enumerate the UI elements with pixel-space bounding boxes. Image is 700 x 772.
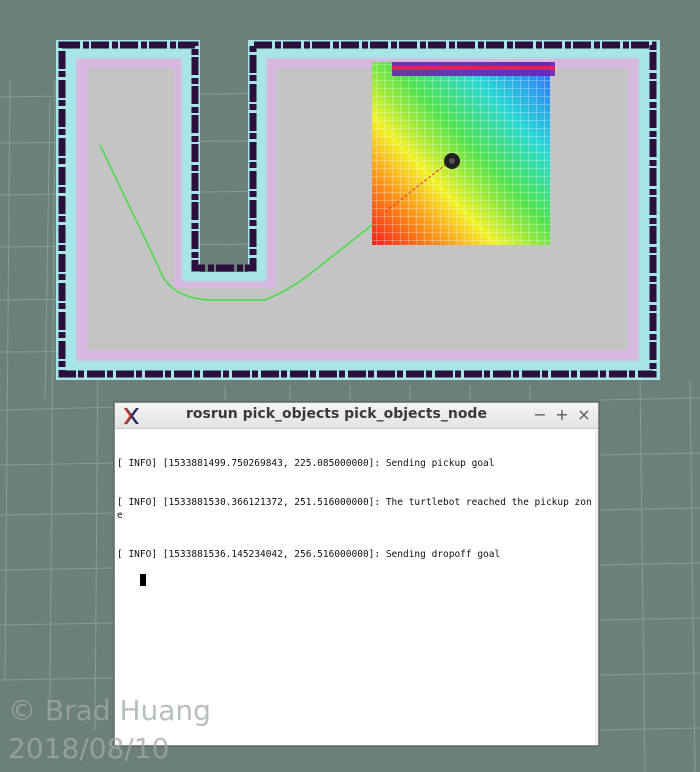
watermark-author: © Brad Huang — [8, 694, 211, 727]
watermark-date: 2018/08/10 — [8, 732, 170, 765]
log-line: [ INFO] [1533881530.366121372, 251.51600… — [117, 497, 592, 521]
maximize-button[interactable]: + — [555, 405, 569, 424]
terminal-window[interactable]: rosrun pick_objects pick_objects_node − … — [114, 402, 599, 746]
robot-icon — [444, 153, 460, 169]
x-terminal-icon[interactable] — [121, 406, 141, 426]
log-line: [ INFO] [1533881499.750269843, 225.08500… — [117, 458, 495, 469]
terminal-scrollbar[interactable] — [595, 429, 598, 745]
local-path — [384, 164, 446, 213]
occupancy-map — [56, 40, 660, 380]
terminal-title: rosrun pick_objects pick_objects_node — [186, 406, 487, 422]
terminal-titlebar[interactable]: rosrun pick_objects pick_objects_node − … — [115, 403, 598, 429]
log-line: [ INFO] [1533881536.145234042, 256.51600… — [117, 549, 501, 560]
minimize-button[interactable]: − — [533, 405, 547, 424]
text-cursor — [139, 574, 146, 586]
terminal-output[interactable]: [ INFO] [1533881499.750269843, 225.08500… — [117, 431, 594, 741]
local-costmap — [372, 62, 555, 245]
close-button[interactable]: × — [577, 405, 591, 424]
global-path — [99, 144, 373, 301]
